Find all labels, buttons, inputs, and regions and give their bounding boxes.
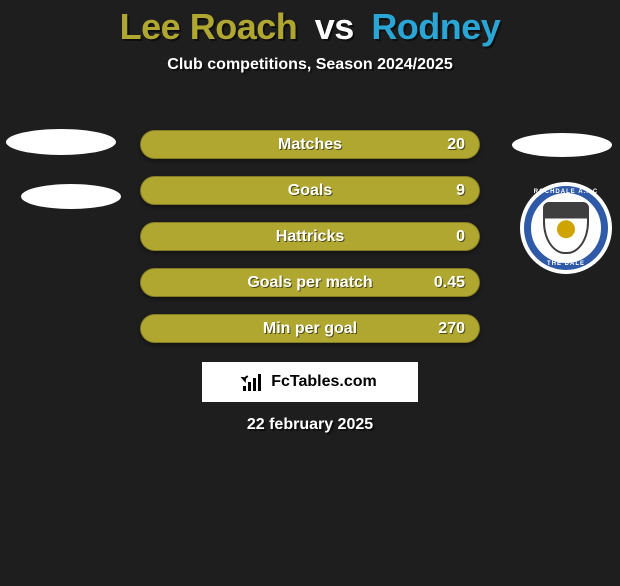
comparison-title: Lee Roach vs Rodney: [0, 6, 620, 48]
subtitle: Club competitions, Season 2024/2025: [0, 56, 620, 74]
stat-label: Min per goal: [263, 320, 357, 338]
logo-text: FcTables.com: [271, 373, 377, 391]
badge-ring: ROCHDALE A.F.C THE DALE: [524, 186, 608, 270]
stat-label: Hattricks: [276, 228, 344, 246]
player1-club-placeholder: [21, 184, 121, 209]
badge-bottom-text: THE DALE: [547, 261, 585, 267]
player1-name: Lee Roach: [120, 6, 298, 47]
player2-club-badge: ROCHDALE A.F.C THE DALE: [520, 182, 612, 274]
vs-text: vs: [315, 6, 354, 47]
stat-value: 270: [438, 320, 465, 338]
stat-label: Goals per match: [247, 274, 372, 292]
stat-bar: Goals 9: [140, 176, 480, 205]
stat-value: 0: [456, 228, 465, 246]
stat-bar: Hattricks 0: [140, 222, 480, 251]
stat-bar: Goals per match 0.45: [140, 268, 480, 297]
stat-value: 20: [447, 136, 465, 154]
stat-value: 9: [456, 182, 465, 200]
stat-bar: Matches 20: [140, 130, 480, 159]
stat-label: Goals: [288, 182, 332, 200]
stat-bars: Matches 20 Goals 9 Hattricks 0 Goals per match…: [140, 130, 480, 360]
badge-shield-icon: [543, 202, 589, 254]
stat-bar: Min per goal 270: [140, 314, 480, 343]
player2-photo-placeholder: [512, 133, 612, 157]
bar-chart-icon: [243, 373, 265, 391]
player2-name: Rodney: [371, 6, 500, 47]
player1-photo-placeholder: [6, 129, 116, 155]
stat-value: 0.45: [434, 274, 465, 292]
stat-label: Matches: [278, 136, 342, 154]
update-date: 22 february 2025: [247, 416, 373, 434]
badge-top-text: ROCHDALE A.F.C: [534, 189, 598, 195]
fctables-logo: FcTables.com: [202, 362, 418, 402]
